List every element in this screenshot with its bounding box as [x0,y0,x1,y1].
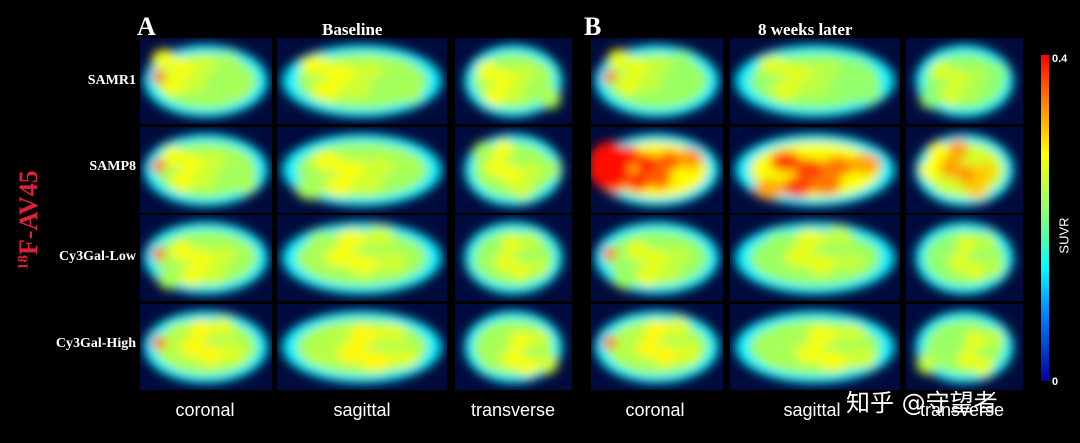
pet-image-baseline-samr1-sagittal [277,38,447,124]
suvr-colorbar [1041,55,1049,381]
pet-image-8-weeks-cy3gal-low-coronal [591,215,723,301]
pet-image-8-weeks-samp8-transverse [906,127,1023,213]
view-label-b-sagittal: sagittal [783,400,841,420]
pet-image-8-weeks-cy3gal-high-coronal [591,304,723,390]
panel-a-title: Baseline [322,20,383,39]
view-label-b-coronal: coronal [625,400,685,420]
row-label-cy3gal-low: Cy3Gal-Low [59,249,136,264]
panel-b-letter: B [584,12,602,41]
pet-image-baseline-cy3gal-high-transverse [455,304,572,390]
pet-image-8-weeks-samr1-coronal [591,38,723,124]
row-label-samr1: SAMR1 [87,73,136,88]
pet-image-baseline-cy3gal-low-coronal [140,215,272,301]
view-label-a-sagittal: sagittal [333,400,391,420]
pet-image-baseline-samp8-coronal [140,127,272,213]
pet-image-baseline-samp8-sagittal [277,127,447,213]
pet-image-8-weeks-samp8-coronal [591,127,723,213]
pet-image-8-weeks-cy3gal-high-transverse [906,304,1023,390]
pet-image-baseline-samr1-coronal [140,38,272,124]
pet-image-baseline-cy3gal-low-sagittal [277,215,447,301]
pet-image-baseline-samr1-transverse [455,38,572,124]
pet-image-8-weeks-cy3gal-low-sagittal [730,215,900,301]
panel-b-title: 8 weeks later [758,20,853,39]
colorbar-max-tick: 0.4 [1052,53,1068,65]
watermark: 知乎 @守望者 [846,389,998,417]
pet-image-8-weeks-samr1-transverse [906,38,1023,124]
pet-image-8-weeks-cy3gal-high-sagittal [730,304,900,390]
pet-image-baseline-samp8-transverse [455,127,572,213]
pet-image-8-weeks-samp8-sagittal [730,127,900,213]
pet-image-baseline-cy3gal-high-sagittal [277,304,447,390]
colorbar-label: SUVR [1056,217,1072,254]
view-label-a-transverse: transverse [470,400,556,420]
view-label-a-coronal: coronal [175,400,235,420]
pet-image-baseline-cy3gal-low-transverse [455,215,572,301]
pet-image-8-weeks-cy3gal-low-transverse [906,215,1023,301]
row-label-samp8: SAMP8 [89,159,136,174]
view-label-b-transverse: transverse [919,400,1005,420]
panel-a-letter: A [137,12,156,41]
pet-image-8-weeks-samr1-sagittal [730,38,900,124]
colorbar-min-tick: 0 [1052,376,1059,388]
pet-image-baseline-cy3gal-high-coronal [140,304,272,390]
row-label-cy3gal-high: Cy3Gal-High [55,336,136,351]
